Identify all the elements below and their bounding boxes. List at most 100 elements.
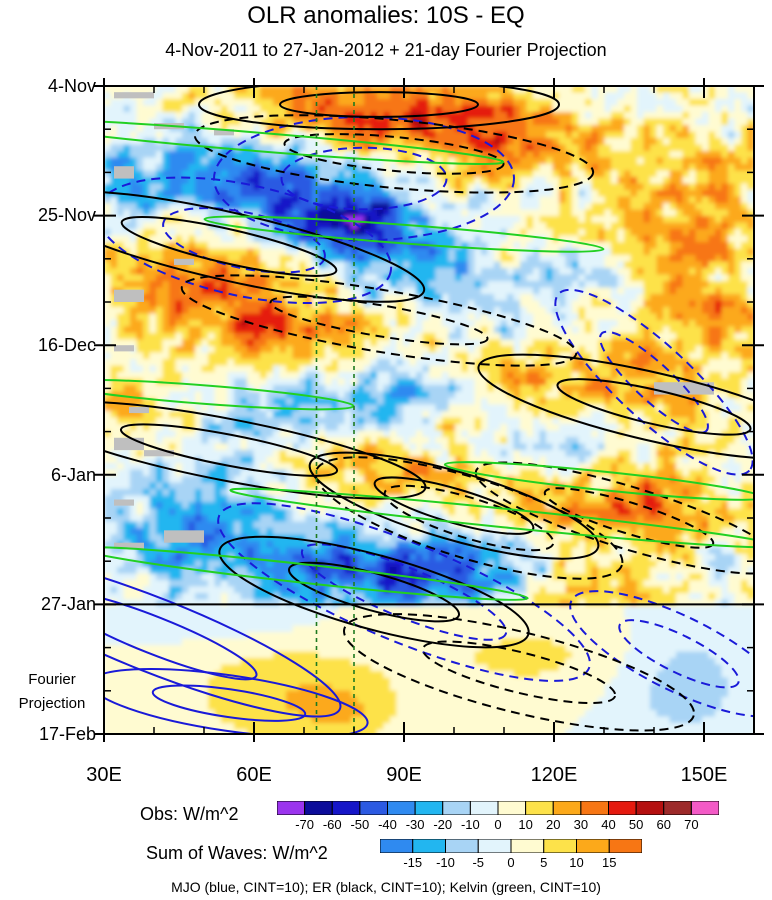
olr-cell — [624, 131, 632, 139]
olr-cell — [370, 385, 378, 393]
olr-cell — [689, 242, 697, 250]
olr-cell — [208, 281, 216, 289]
olr-cell — [734, 138, 742, 146]
olr-cell — [377, 229, 385, 237]
olr-cell — [130, 339, 138, 347]
olr-cell — [312, 326, 320, 334]
olr-cell — [637, 261, 645, 269]
olr-cell — [175, 300, 183, 308]
olr-cell — [110, 365, 118, 373]
olr-cell — [474, 391, 482, 399]
olr-cell — [565, 326, 573, 334]
olr-cell — [169, 183, 177, 191]
olr-cell — [741, 365, 749, 373]
olr-cell — [130, 359, 138, 367]
olr-cell — [227, 346, 235, 354]
olr-cell — [481, 255, 489, 263]
olr-cell — [572, 404, 580, 412]
olr-cell — [110, 242, 118, 250]
olr-cell — [318, 248, 326, 256]
olr-cell — [455, 326, 463, 334]
olr-cell — [117, 157, 125, 165]
olr-cell — [468, 255, 476, 263]
olr-cell — [591, 300, 599, 308]
olr-cell — [448, 365, 456, 373]
olr-cell — [208, 365, 216, 373]
olr-cell — [604, 242, 612, 250]
olr-cell — [708, 138, 716, 146]
olr-cell — [227, 248, 235, 256]
olr-cell — [117, 268, 125, 276]
olr-cell — [253, 196, 261, 204]
olr-cell — [455, 385, 463, 393]
olr-cell — [585, 170, 593, 178]
olr-cell — [370, 261, 378, 269]
olr-cell — [188, 138, 196, 146]
olr-cell — [175, 372, 183, 380]
olr-cell — [377, 365, 385, 373]
olr-cell — [578, 105, 586, 113]
olr-cell — [604, 268, 612, 276]
olr-cell — [585, 216, 593, 224]
olr-cell — [390, 248, 398, 256]
olr-cell — [669, 222, 677, 230]
olr-cell — [338, 346, 346, 354]
olr-cell — [650, 313, 658, 321]
olr-cell — [188, 92, 196, 100]
olr-cell — [533, 294, 541, 302]
olr-cell — [266, 339, 274, 347]
olr-cell — [435, 294, 443, 302]
olr-cell — [123, 268, 131, 276]
olr-cell — [637, 229, 645, 237]
olr-cell — [468, 183, 476, 191]
olr-cell — [585, 346, 593, 354]
olr-cell — [624, 248, 632, 256]
olr-cell — [318, 222, 326, 230]
olr-cell — [715, 203, 723, 211]
olr-cell — [247, 300, 255, 308]
olr-cell — [123, 209, 131, 217]
olr-cell — [416, 99, 424, 107]
olr-cell — [559, 125, 567, 133]
olr-cell — [682, 105, 690, 113]
olr-cell — [325, 99, 333, 107]
olr-cell — [741, 352, 749, 360]
olr-cell — [715, 307, 723, 315]
olr-cell — [513, 229, 521, 237]
olr-cell — [208, 105, 216, 113]
olr-cell — [715, 222, 723, 230]
olr-cell — [695, 268, 703, 276]
olr-cell — [370, 164, 378, 172]
olr-cell — [689, 398, 697, 406]
olr-cell — [130, 177, 138, 185]
olr-cell — [409, 320, 417, 328]
olr-cell — [221, 164, 229, 172]
olr-cell — [481, 92, 489, 100]
olr-cell — [624, 385, 632, 393]
olr-cell — [637, 378, 645, 386]
olr-cell — [429, 378, 437, 386]
olr-cell — [663, 209, 671, 217]
olr-cell — [279, 313, 287, 321]
olr-cell — [455, 261, 463, 269]
olr-cell — [520, 326, 528, 334]
olr-cell — [435, 105, 443, 113]
olr-cell — [292, 177, 300, 185]
olr-cell — [208, 229, 216, 237]
olr-cell — [721, 365, 729, 373]
olr-cell — [104, 378, 112, 386]
olr-cell — [214, 164, 222, 172]
olr-cell — [240, 359, 248, 367]
olr-cell — [650, 320, 658, 328]
olr-cell — [539, 333, 547, 341]
olr-cell — [695, 378, 703, 386]
olr-cell — [149, 222, 157, 230]
olr-cell — [611, 170, 619, 178]
olr-cell — [513, 326, 521, 334]
olr-cell — [585, 326, 593, 334]
olr-cell — [689, 372, 697, 380]
olr-cell — [656, 346, 664, 354]
olr-cell — [344, 378, 352, 386]
olr-cell — [201, 229, 209, 237]
olr-cell — [201, 183, 209, 191]
